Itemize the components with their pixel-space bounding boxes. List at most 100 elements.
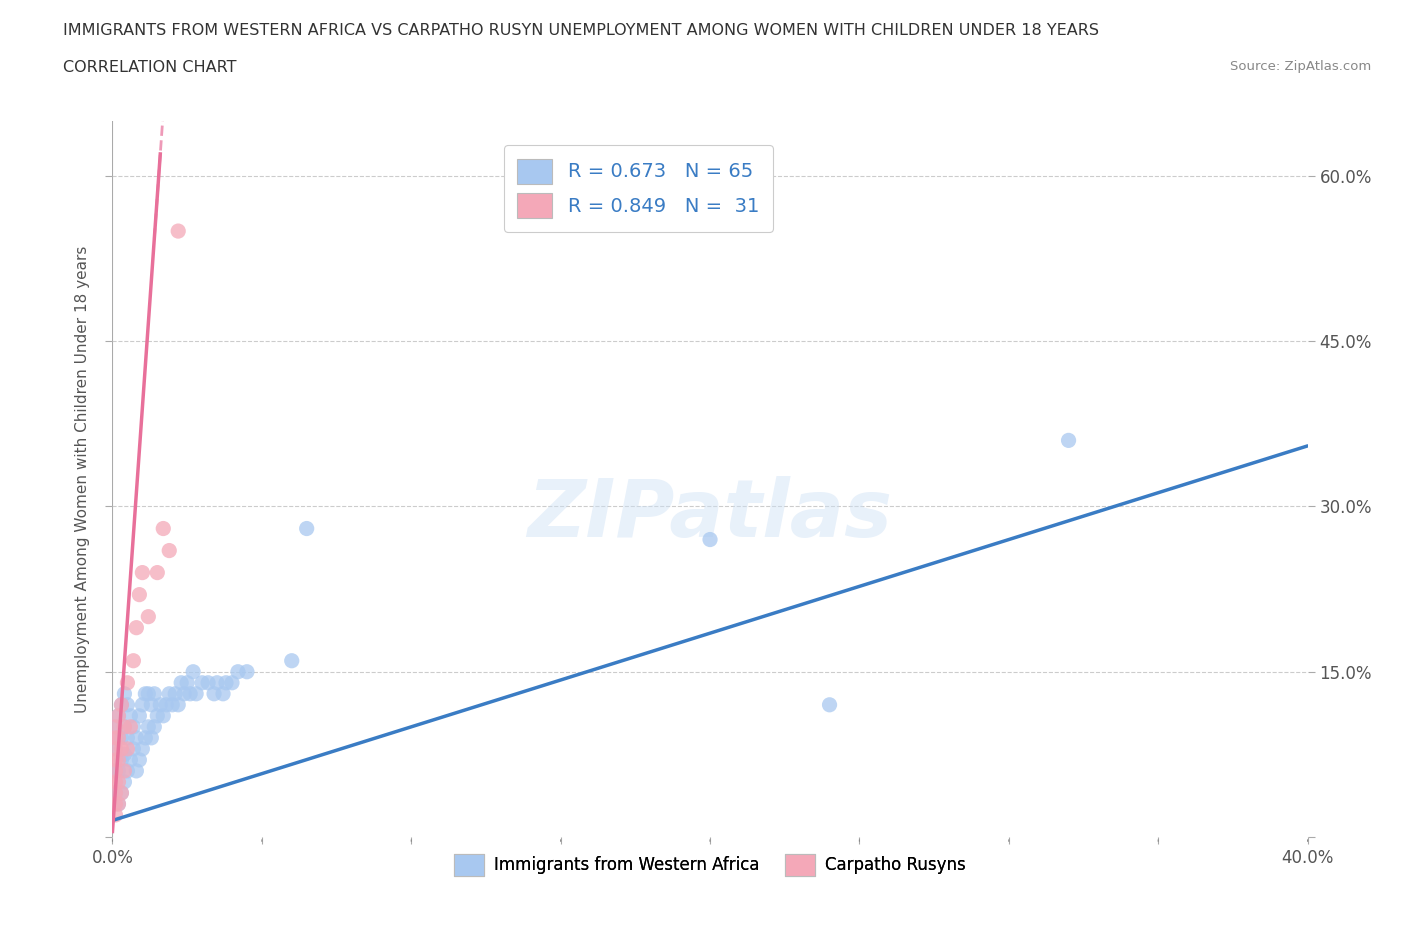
- Legend: Immigrants from Western Africa, Carpatho Rusyns: Immigrants from Western Africa, Carpatho…: [447, 847, 973, 883]
- Point: [107, 730, 129, 745]
- Point: [107, 752, 129, 767]
- Point: [117, 675, 139, 690]
- Point: [146, 709, 169, 724]
- Point: [107, 775, 129, 790]
- Point: [114, 747, 135, 762]
- Point: [104, 786, 127, 801]
- Point: [107, 764, 129, 778]
- Point: [202, 686, 225, 701]
- Point: [181, 664, 204, 679]
- Point: [281, 653, 304, 668]
- Point: [104, 752, 127, 767]
- Point: [107, 709, 129, 724]
- Point: [167, 223, 190, 238]
- Point: [152, 709, 174, 724]
- Point: [104, 796, 127, 811]
- Point: [107, 730, 129, 745]
- Point: [114, 764, 135, 778]
- Point: [1057, 433, 1080, 448]
- Point: [162, 698, 183, 712]
- Point: [114, 775, 135, 790]
- Point: [170, 675, 193, 690]
- Point: [295, 521, 318, 536]
- Point: [173, 686, 195, 701]
- Point: [104, 786, 127, 801]
- Point: [117, 741, 139, 756]
- Point: [167, 698, 190, 712]
- Point: [138, 720, 160, 735]
- Point: [122, 741, 145, 756]
- Point: [110, 698, 132, 712]
- Point: [179, 686, 201, 701]
- Point: [134, 730, 156, 745]
- Point: [131, 741, 153, 756]
- Point: [125, 730, 148, 745]
- Point: [104, 741, 127, 756]
- Point: [110, 730, 132, 745]
- Point: [141, 698, 163, 712]
- Point: [104, 764, 127, 778]
- Point: [128, 587, 150, 602]
- Point: [125, 764, 148, 778]
- Point: [104, 741, 127, 756]
- Point: [104, 764, 127, 778]
- Point: [197, 675, 219, 690]
- Point: [186, 686, 208, 701]
- Point: [107, 796, 129, 811]
- Point: [110, 698, 132, 712]
- Point: [818, 698, 841, 712]
- Point: [215, 675, 238, 690]
- Point: [122, 720, 145, 735]
- Point: [143, 686, 166, 701]
- Point: [157, 543, 180, 558]
- Point: [149, 698, 172, 712]
- Point: [226, 664, 249, 679]
- Point: [117, 698, 139, 712]
- Point: [146, 565, 169, 580]
- Point: [165, 686, 187, 701]
- Point: [221, 675, 243, 690]
- Point: [699, 532, 721, 547]
- Point: [152, 521, 174, 536]
- Point: [117, 764, 139, 778]
- Point: [236, 664, 259, 679]
- Point: [110, 752, 132, 767]
- Point: [138, 609, 160, 624]
- Point: [128, 752, 150, 767]
- Point: [120, 720, 142, 735]
- Y-axis label: Unemployment Among Women with Children Under 18 years: Unemployment Among Women with Children U…: [75, 246, 90, 712]
- Point: [131, 565, 153, 580]
- Point: [104, 720, 127, 735]
- Point: [122, 653, 145, 668]
- Point: [125, 620, 148, 635]
- Point: [191, 675, 214, 690]
- Point: [212, 686, 235, 701]
- Point: [134, 686, 156, 701]
- Point: [104, 807, 127, 822]
- Point: [114, 686, 135, 701]
- Point: [107, 796, 129, 811]
- Text: ZIPatlas: ZIPatlas: [527, 476, 893, 553]
- Point: [117, 730, 139, 745]
- Point: [110, 786, 132, 801]
- Point: [120, 709, 142, 724]
- Point: [155, 698, 177, 712]
- Point: [141, 730, 163, 745]
- Point: [110, 786, 132, 801]
- Point: [104, 720, 127, 735]
- Text: IMMIGRANTS FROM WESTERN AFRICA VS CARPATHO RUSYN UNEMPLOYMENT AMONG WOMEN WITH C: IMMIGRANTS FROM WESTERN AFRICA VS CARPAT…: [63, 23, 1099, 38]
- Text: Source: ZipAtlas.com: Source: ZipAtlas.com: [1230, 60, 1371, 73]
- Point: [114, 720, 135, 735]
- Point: [205, 675, 228, 690]
- Point: [157, 686, 180, 701]
- Point: [176, 675, 198, 690]
- Point: [114, 720, 135, 735]
- Text: CORRELATION CHART: CORRELATION CHART: [63, 60, 236, 75]
- Point: [131, 698, 153, 712]
- Point: [128, 709, 150, 724]
- Point: [107, 709, 129, 724]
- Point: [104, 775, 127, 790]
- Point: [110, 741, 132, 756]
- Point: [104, 730, 127, 745]
- Point: [143, 720, 166, 735]
